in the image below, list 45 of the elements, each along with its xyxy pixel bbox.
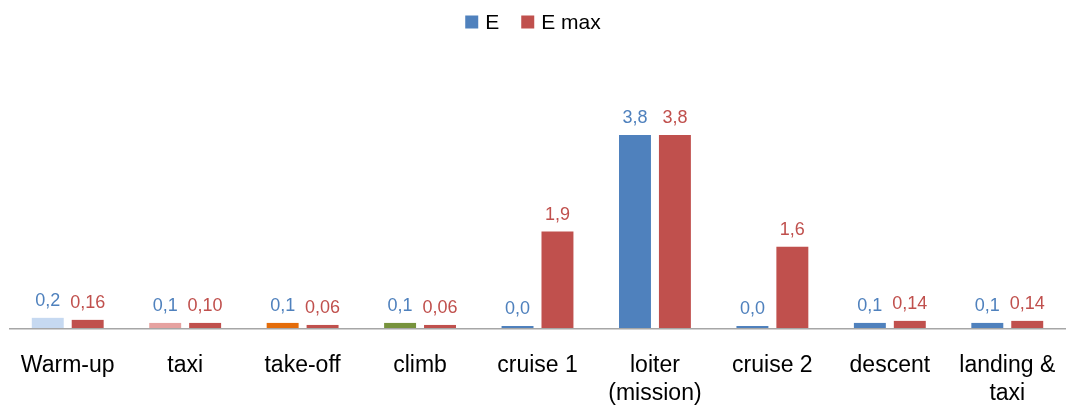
data-label: 0,10 <box>187 294 223 315</box>
bar <box>971 322 1004 328</box>
bar <box>306 324 339 328</box>
data-label: 0,16 <box>70 291 106 312</box>
data-label: 0,2 <box>35 289 61 310</box>
data-label: 0,1 <box>857 294 883 315</box>
data-label: 0,1 <box>152 294 178 315</box>
data-label: 0,1 <box>270 294 296 315</box>
bar <box>149 322 182 328</box>
data-label: 0,06 <box>422 296 458 317</box>
data-label: 0,06 <box>305 296 341 317</box>
x-tick-label: climb <box>393 351 447 377</box>
data-label: 0,0 <box>739 298 765 318</box>
x-tick-label: landing & taxi <box>959 351 1056 405</box>
bar <box>619 135 651 328</box>
bar <box>424 324 456 328</box>
data-label: 1,6 <box>779 218 805 239</box>
legend-label: E max <box>541 10 602 34</box>
x-tick-label: loiter (mission) <box>608 351 702 405</box>
bar <box>71 319 104 328</box>
data-label: 0,1 <box>387 294 413 315</box>
x-tick-label: cruise 2 <box>732 351 813 377</box>
data-label: 0,0 <box>505 298 531 318</box>
bar <box>31 317 64 328</box>
bar <box>1011 320 1044 328</box>
data-label: 3,8 <box>662 107 688 127</box>
data-label: 1,9 <box>544 203 570 224</box>
x-tick-label: Warm-up <box>20 351 115 377</box>
bar <box>893 320 926 328</box>
data-label: 0,14 <box>892 292 928 313</box>
data-label: 3,8 <box>622 107 648 127</box>
data-label: 0,1 <box>974 294 1000 315</box>
bar <box>541 231 574 328</box>
bar <box>189 322 222 328</box>
legend-label: E <box>485 10 500 34</box>
bar <box>384 322 417 328</box>
x-tick-label: descent <box>849 351 931 377</box>
bar <box>658 135 691 328</box>
x-tick-label: take-off <box>264 351 342 377</box>
bar <box>776 246 809 328</box>
x-tick-label: taxi <box>167 351 204 377</box>
data-label: 0,14 <box>1009 292 1045 313</box>
bar <box>266 322 299 328</box>
x-tick-label: cruise 1 <box>497 351 578 377</box>
bar <box>853 322 886 328</box>
